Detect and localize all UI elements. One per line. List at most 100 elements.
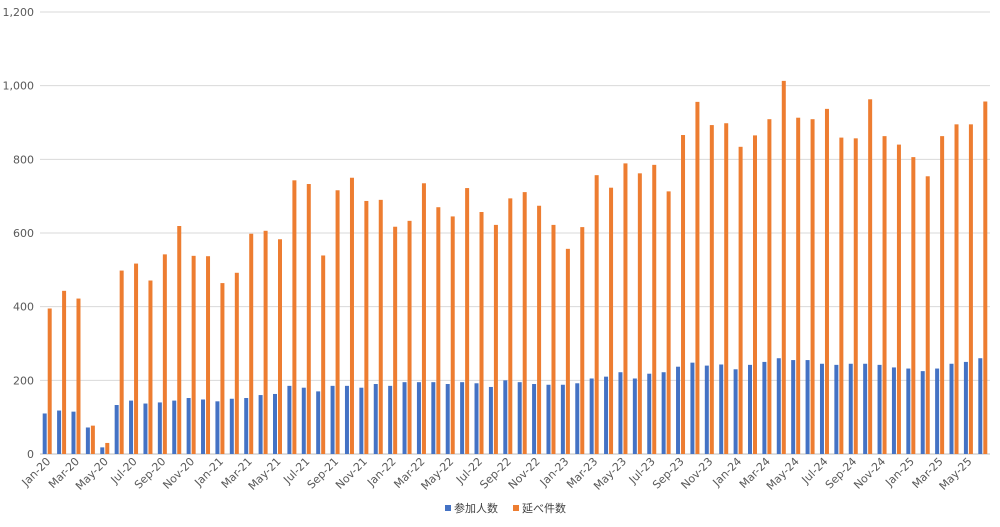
bar-total-count (738, 146, 743, 454)
bar-participants (402, 382, 407, 454)
y-tick-label: 800 (13, 153, 34, 166)
bar-participants (215, 401, 220, 454)
bar-participants (186, 398, 191, 454)
bar-total-count (162, 254, 167, 454)
x-tick-label: Nov-24 (851, 455, 888, 492)
legend: 参加人数 延べ件数 (445, 501, 566, 515)
bar-total-count (278, 239, 282, 454)
x-tick-label: May-25 (937, 455, 975, 493)
bar-participants (935, 368, 940, 454)
bar-total-count (724, 123, 729, 454)
bar-participants (244, 398, 249, 454)
x-tick-label: May-24 (764, 455, 802, 493)
bar-total-count (148, 280, 153, 454)
bar-total-count (450, 216, 455, 454)
bar-participants (604, 376, 609, 454)
bar-total-count (90, 425, 95, 454)
bar-participants (805, 360, 810, 454)
bar-participants (978, 358, 983, 454)
bar-total-count (349, 177, 354, 454)
y-tick-label: 1,200 (3, 6, 35, 19)
y-tick-label: 1,000 (3, 80, 35, 93)
bar-total-count (839, 137, 844, 454)
bar-total-count (177, 226, 182, 454)
bar-participants (920, 371, 925, 454)
bar-participants (388, 385, 393, 454)
bar-total-count (580, 227, 585, 454)
bar-total-count (753, 135, 757, 454)
legend-label: 参加人数 (454, 501, 498, 515)
bar-total-count (421, 183, 426, 454)
bar-total-count (393, 226, 398, 454)
bar-total-count (292, 180, 297, 454)
bar-total-count (321, 255, 326, 454)
x-tick-label: Nov-22 (506, 455, 543, 492)
bar-total-count (609, 187, 614, 454)
bar-total-count (537, 205, 542, 454)
bar-total-count (968, 124, 973, 454)
bar-participants (618, 372, 623, 454)
bar-total-count (407, 220, 412, 454)
bar-participants (575, 383, 580, 454)
bar-total-count (62, 290, 67, 454)
bar-participants (229, 398, 234, 454)
bar-total-count (436, 207, 441, 454)
bar-participants (546, 384, 551, 454)
bar-total-count (220, 283, 225, 454)
bar-participants (704, 365, 709, 454)
bar-participants (258, 395, 263, 454)
bar-participants (301, 387, 306, 454)
bar-total-count (249, 233, 254, 454)
bar-total-count (234, 272, 239, 454)
bar-participants (963, 361, 968, 454)
bar-total-count (263, 230, 268, 454)
bar-total-count (565, 248, 570, 454)
y-tick-label: 0 (27, 448, 34, 461)
bar-participants (157, 402, 162, 454)
y-tick-label: 600 (13, 227, 34, 240)
bar-total-count (335, 190, 340, 455)
bar-participants (748, 364, 752, 454)
bar-participants (71, 411, 76, 454)
x-tick-label: Nov-20 (160, 455, 197, 492)
bar-participants (863, 363, 868, 454)
bar-total-count (364, 200, 369, 454)
bar-participants (416, 382, 421, 454)
bar-total-count (306, 184, 311, 455)
bar-participants (503, 380, 508, 454)
bar-participants (273, 393, 277, 454)
bar-total-count (666, 191, 671, 454)
y-tick-label: 200 (13, 374, 34, 387)
bar-participants (316, 391, 321, 454)
bar-participants (661, 372, 666, 454)
bar-participants (129, 400, 134, 454)
bar-total-count (810, 119, 815, 454)
bar-participants (85, 427, 90, 454)
bar-total-count (796, 117, 801, 454)
x-tick-label: Nov-21 (333, 455, 370, 492)
bar-participants (632, 378, 637, 454)
bar-participants (848, 363, 853, 454)
bar-participants (560, 384, 565, 454)
bar-participants (762, 361, 767, 454)
bar-total-count (896, 144, 901, 454)
bar-participants (949, 363, 954, 454)
bar-participants (877, 364, 882, 454)
bar-participants (359, 387, 364, 454)
bar-participants (776, 358, 781, 454)
bar-participants (891, 367, 896, 454)
bar-total-count (983, 101, 988, 454)
legend-swatch (445, 505, 451, 511)
bar-participants (143, 403, 148, 454)
bar-total-count (882, 136, 887, 454)
x-tick-label: May-22 (419, 455, 457, 493)
bars (42, 80, 988, 455)
bar-total-count (493, 224, 498, 454)
bar-total-count (522, 192, 527, 455)
bar-total-count (378, 199, 383, 454)
bar-total-count (695, 101, 700, 454)
bar-participants (373, 384, 378, 454)
legend-swatch (513, 505, 519, 511)
